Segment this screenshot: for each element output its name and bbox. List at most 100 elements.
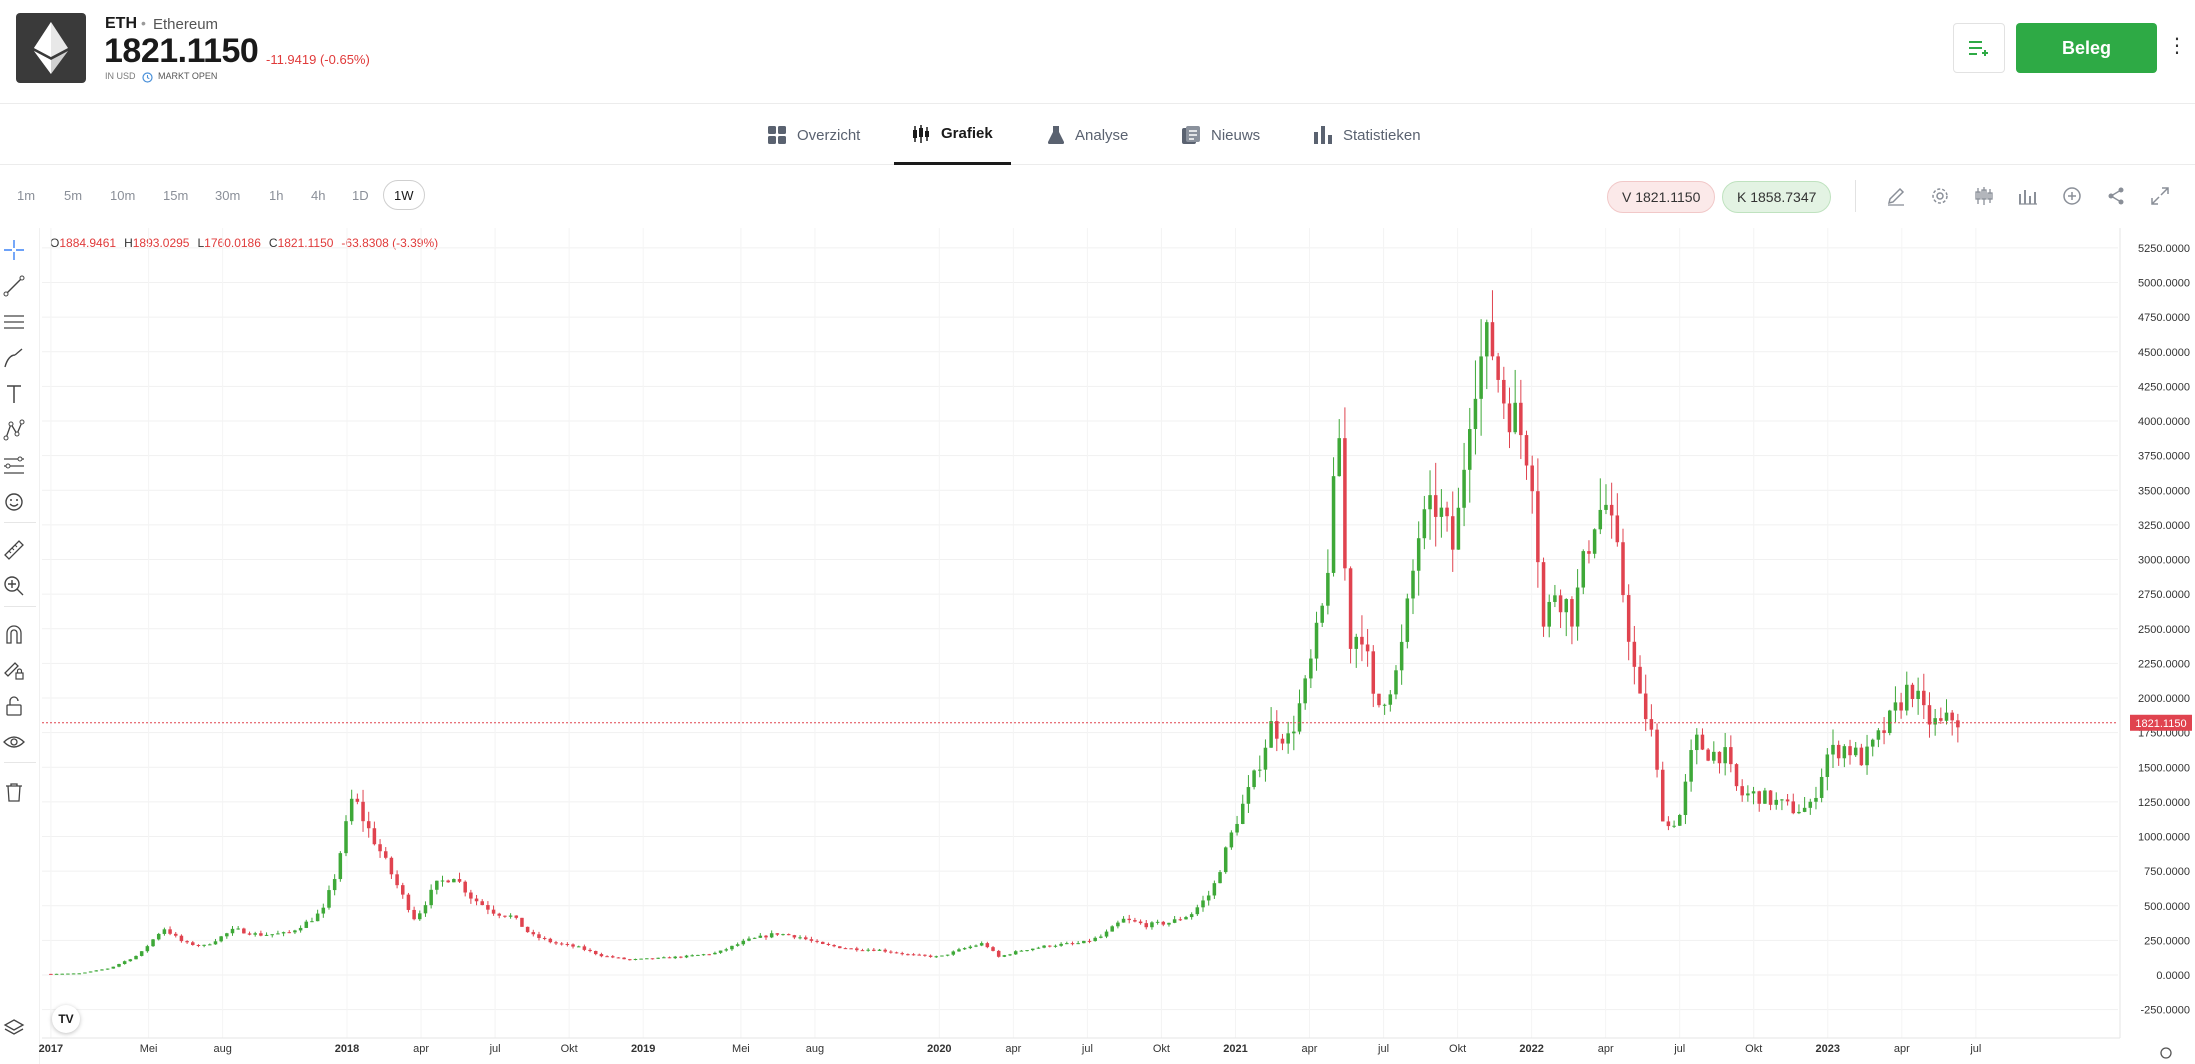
pattern-tool-icon[interactable] [0,416,28,444]
trend-line-icon[interactable] [0,272,28,300]
indicators-icon[interactable] [2015,183,2041,209]
candle-body [582,946,587,950]
ruler-icon[interactable] [0,536,28,564]
candle-body [1303,678,1307,704]
horizontal-lines-icon[interactable] [0,308,28,336]
chart-type-candles-icon[interactable] [1971,183,1997,209]
candle-body [525,926,530,933]
timeframe-5m[interactable]: 5m [64,188,83,203]
candle-body [1263,747,1268,770]
add-circle-icon[interactable] [2059,183,2085,209]
y-tick-label: -250.0000 [2140,1005,2190,1017]
candle-body [1172,919,1177,923]
candle-body [213,941,218,945]
candle-body [1445,507,1449,517]
price-change: -11.9419 (-0.65%) [266,52,370,67]
tab-nieuws[interactable]: Nieuws [1182,105,1260,165]
candle-body [1252,770,1256,788]
candle-body [855,948,859,951]
candle-body [809,939,814,941]
candle-body [446,880,450,883]
tab-grafiek[interactable]: Grafiek [894,105,1011,165]
share-icon[interactable] [2103,183,2129,209]
axis-settings-icon[interactable] [2160,1047,2172,1059]
invest-button[interactable]: Beleg [2016,23,2157,73]
crosshair-icon[interactable] [0,236,28,264]
timeframe-10m[interactable]: 10m [110,188,136,203]
candle-body [1700,734,1705,750]
fullscreen-icon[interactable] [2147,183,2173,209]
candle-body [633,958,638,960]
tab-analyse[interactable]: Analyse [1048,105,1128,165]
candle-body [1428,495,1432,510]
add-to-watchlist-button[interactable] [1953,23,2005,73]
eye-icon[interactable] [0,728,28,756]
timeframe-15m[interactable]: 15m [163,188,189,203]
timeframe-1d[interactable]: 1D [352,188,369,203]
candle-body [741,940,746,945]
candle-body [122,961,127,964]
layers-icon[interactable] [0,1014,28,1042]
buy-price-pill[interactable]: K 1858.7347 [1722,181,1832,213]
candle-body [264,934,269,936]
candle-body [1502,379,1506,404]
candle-body [60,973,64,975]
candle-body [486,905,490,910]
candle-body [1178,919,1183,921]
candle-body [310,921,314,923]
y-tick-label: 3500.0000 [2138,485,2190,497]
candle-body [491,909,496,914]
candle-body [401,885,405,895]
x-tick-label: 2019 [631,1043,655,1055]
zoom-in-icon[interactable] [0,572,28,600]
ohlc-open: O1884.9461 [50,236,117,250]
trash-icon[interactable] [0,778,28,806]
candle-body [1740,786,1744,796]
pencil-icon[interactable] [1883,183,1909,209]
magnet-icon[interactable] [0,620,28,648]
last-price-label: 1821.1150 [2135,718,2186,730]
ohlc-change: -63.8308 (-3.39%) [341,236,439,250]
candle-body [259,933,263,936]
timeframe-1m[interactable]: 1m [17,188,36,203]
candle-body [168,929,172,934]
tradingview-logo-icon[interactable]: TV [52,1005,80,1033]
candle-body [88,971,93,973]
candle-body [1808,801,1813,808]
candle-body [435,880,439,890]
candle-body [225,933,229,937]
projection-tool-icon[interactable] [0,452,28,480]
timeframe-1w[interactable]: 1W [383,180,425,210]
ethereum-logo-icon [16,13,86,83]
timeframe-30m[interactable]: 30m [215,188,241,203]
candle-body [616,957,621,959]
candle-body [463,881,467,893]
candle-body [1388,694,1393,705]
y-tick-label: 5000.0000 [2138,278,2190,290]
timeframe-4h[interactable]: 4h [311,188,326,203]
text-tool-icon[interactable] [0,380,28,408]
emoji-icon[interactable] [0,488,28,516]
sell-price-pill[interactable]: V 1821.1150 [1607,181,1716,213]
candle-body [542,937,547,939]
tab-overzicht[interactable]: Overzicht [768,105,860,165]
candle-body [758,935,763,938]
candle-body [1246,787,1251,804]
brush-icon[interactable] [0,344,28,372]
lock-drawings-icon[interactable] [0,656,28,684]
candle-body [645,958,649,960]
settings-gear-icon[interactable] [1927,183,1953,209]
candle-body [1309,658,1313,679]
candle-body [1150,922,1154,928]
candle-body [1280,738,1285,744]
unlock-icon[interactable] [0,692,28,720]
y-tick-label: 1500.0000 [2138,762,2190,774]
tab-statistieken[interactable]: Statistieken [1314,105,1421,165]
candle-body [469,892,473,899]
more-options-icon[interactable]: ⋮ [2167,35,2187,57]
y-tick-label: 4000.0000 [2138,416,2190,428]
candle-body [1394,670,1398,695]
y-tick-label: 4750.0000 [2138,312,2190,324]
timeframe-1h[interactable]: 1h [269,188,284,203]
